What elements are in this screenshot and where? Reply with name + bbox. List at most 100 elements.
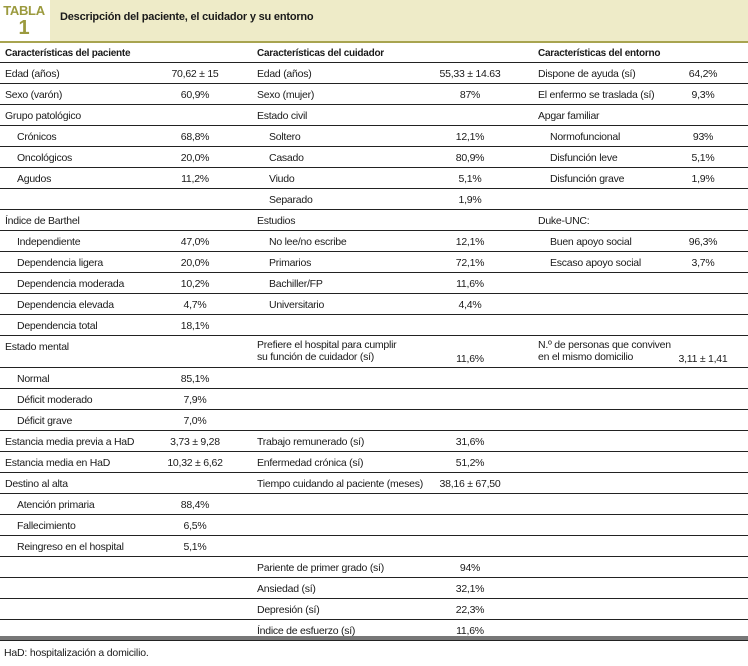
label-line: Dispone de ayuda (sí): [538, 68, 636, 80]
header-rule: [0, 41, 748, 43]
label-line: Dependencia ligera: [17, 257, 103, 269]
table-cell: Dependencia total 18,1%: [0, 315, 250, 335]
label-line: Prefiere el hospital para cumplir: [257, 339, 397, 351]
cell-label: Estado mental: [5, 341, 69, 353]
cell-value: 12,1%: [455, 131, 485, 143]
table-cell: [252, 494, 532, 514]
table-cell: Normofuncional 93%: [533, 126, 748, 146]
table-cell: [0, 557, 250, 577]
cell-value: 5,1%: [183, 541, 207, 553]
label-line: Estancia media en HaD: [5, 457, 111, 469]
table-cell: [533, 273, 748, 293]
cell-label: Soltero: [269, 131, 301, 143]
table-cell: Estado civil: [252, 105, 532, 125]
column-header: Características del paciente: [5, 48, 131, 59]
cell-value: 87%: [459, 89, 481, 101]
label-line: Estado civil: [257, 110, 308, 122]
cell-value: 11,6%: [456, 353, 484, 365]
table-row: Depresión (sí) 22,3%: [0, 599, 748, 620]
cell-value: 3,11 ± 1,41: [678, 353, 728, 365]
table-cell: Sexo (varón) 60,9%: [0, 84, 250, 104]
label-line: Universitario: [269, 299, 325, 311]
label-line: Disfunción grave: [550, 173, 625, 185]
label-line: Oncológicos: [17, 152, 73, 164]
label-line-2: en el mismo domicilio: [538, 351, 634, 363]
cell-label: Separado: [269, 194, 313, 206]
table-cell: Déficit moderado 7,9%: [0, 389, 250, 409]
cell-value: 22,3%: [455, 604, 485, 616]
table-cell: Buen apoyo social 96,3%: [533, 231, 748, 251]
cell-label: Disfunción leve: [550, 152, 618, 164]
cell-value: 20,0%: [180, 152, 210, 164]
table-cell: Pariente de primer grado (sí) 94%: [252, 557, 532, 577]
cell-value: 60,9%: [180, 89, 210, 101]
cell-value: 51,2%: [455, 457, 485, 469]
cell-label: Independiente: [17, 236, 81, 248]
table-cell: [533, 452, 748, 472]
cell-label: Sexo (varón): [5, 89, 62, 101]
table-row: Grupo patológico Estado civil Apgar famili…: [0, 105, 748, 126]
cell-label: Índice de Barthel: [5, 215, 80, 227]
table-cell: Estancia media en HaD 10,32 ± 6,62: [0, 452, 250, 472]
cell-value: 96,3%: [688, 236, 718, 248]
cell-label: N.º de personas que conviven en el mismo …: [538, 339, 671, 363]
cell-value: 68,8%: [180, 131, 210, 143]
label-line: Reingreso en el hospital: [17, 541, 124, 553]
cell-label: Fallecimiento: [17, 520, 76, 532]
cell-label: Estancia media previa a HaD: [5, 436, 134, 448]
cell-label: Grupo patológico: [5, 110, 81, 122]
cell-value: 11,6%: [456, 625, 484, 637]
cell-value: 9,3%: [691, 89, 715, 101]
cell-label: Edad (años): [5, 68, 60, 80]
table-row: Estancia media en HaD 10,32 ± 6,62 Enferme…: [0, 452, 748, 473]
cell-label: Universitario: [269, 299, 324, 311]
cell-value: 18,1%: [180, 320, 210, 332]
cell-label: Disfunción grave: [550, 173, 624, 185]
table-row: Ansiedad (sí) 32,1%: [0, 578, 748, 599]
tabla-label: TABLA: [3, 3, 45, 18]
table-cell: [533, 536, 748, 556]
table-cell: Trabajo remunerado (sí) 31,6%: [252, 431, 532, 451]
table-cell: Casado 80,9%: [252, 147, 532, 167]
cell-label: Dependencia total: [17, 320, 98, 332]
label-line: Grupo patológico: [5, 110, 81, 122]
table-row: Dependencia elevada 4,7% Universitario 4,4%: [0, 294, 748, 315]
table-row: Oncológicos 20,0% Casado 80,9% Disfunción le…: [0, 147, 748, 168]
label-line: Edad (años): [5, 68, 60, 80]
table-cell: Prefiere el hospital para cumplir su fun…: [252, 336, 532, 367]
table-cell: [533, 431, 748, 451]
cell-value: 4,7%: [183, 299, 207, 311]
table-cell: Duke-UNC:: [533, 210, 748, 230]
table-cell: Atención primaria 88,4%: [0, 494, 250, 514]
table-row: Índice de esfuerzo (sí) 11,6%: [0, 620, 748, 641]
table-cell: [533, 494, 748, 514]
cell-label: Escaso apoyo social: [550, 257, 641, 269]
table-cell: [533, 315, 748, 335]
cell-label: Apgar familiar: [538, 110, 600, 122]
cell-label: Edad (años): [257, 68, 312, 80]
label-line: Destino al alta: [5, 478, 68, 490]
table-row: Edad (años) 70,62 ± 15 Edad (años) 55,33 ± …: [0, 63, 748, 84]
table-title: Descripción del paciente, el cuidador y …: [60, 11, 314, 23]
cell-value: 32,1%: [455, 583, 485, 595]
label-line: Dependencia elevada: [17, 299, 114, 311]
table-bottom-rule: [0, 636, 748, 640]
label-line: Tiempo cuidando al paciente (meses): [257, 478, 423, 490]
label-line: Atención primaria: [17, 499, 95, 511]
table-row: Sexo (varón) 60,9% Sexo (mujer) 87% El enfer…: [0, 84, 748, 105]
table-cell: Apgar familiar: [533, 105, 748, 125]
column-header-row: Características del paciente Característi…: [0, 43, 748, 63]
cell-label: Destino al alta: [5, 478, 68, 490]
label-line: Dependencia moderada: [17, 278, 125, 290]
table-cell: El enfermo se traslada (sí) 9,3%: [533, 84, 748, 104]
cell-value: 3,73 ± 9,28: [170, 436, 220, 448]
cell-label: Viudo: [269, 173, 295, 185]
cell-label: Déficit moderado: [17, 394, 93, 406]
cell-value: 20,0%: [180, 257, 210, 269]
column-header: Características del entorno: [538, 48, 661, 59]
cell-value: 94%: [459, 562, 481, 574]
table-row: Déficit grave 7,0%: [0, 410, 748, 431]
label-line: Viudo: [269, 173, 295, 185]
table-row: Crónicos 68,8% Soltero 12,1% Normofuncional 9…: [0, 126, 748, 147]
data-table: Características del paciente Característi…: [0, 43, 748, 641]
